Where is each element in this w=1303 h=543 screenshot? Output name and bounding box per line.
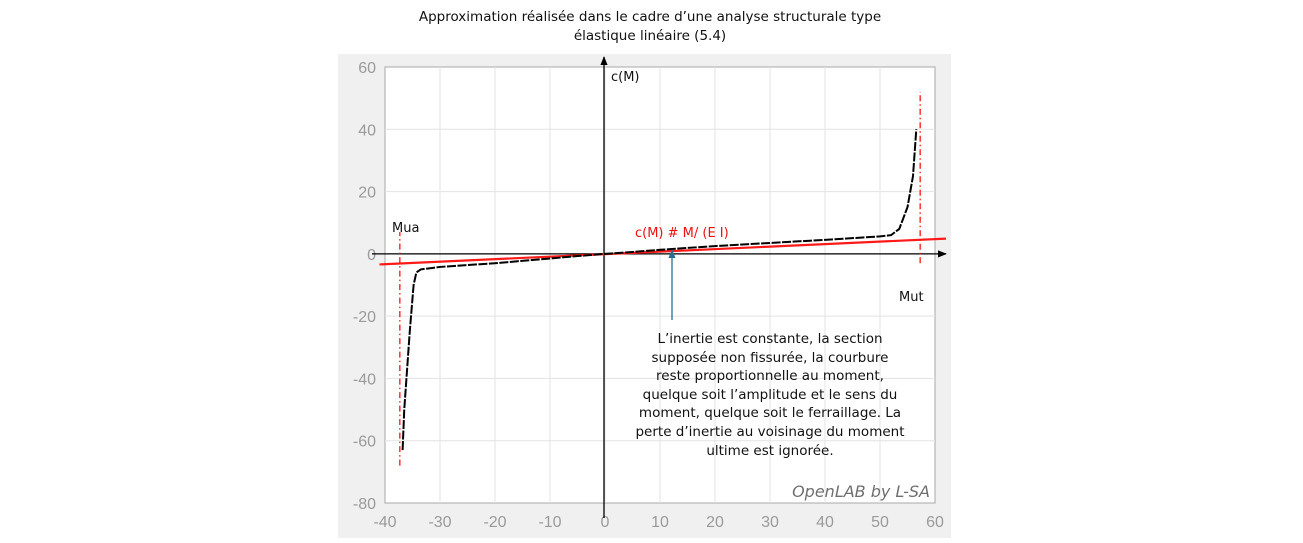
mua-label: Mua <box>392 221 419 236</box>
mut-label: Mut <box>899 290 924 305</box>
chart-title-line-2: élastique linéaire (5.4) <box>573 28 727 44</box>
x-tick-labels: -40 -30 -20 -10 0 10 20 30 40 50 60 <box>373 514 944 531</box>
note-line-2: supposée non fissurée, la courbure <box>651 349 889 366</box>
chart-title: Approximation réalisée dans le cadre d’u… <box>330 8 970 46</box>
note-line-3: reste proportionnelle au moment, <box>656 368 884 385</box>
y-tick-label: -20 <box>353 309 376 326</box>
y-tick-label: 20 <box>358 185 376 202</box>
x-tick-label: -40 <box>373 514 396 531</box>
moment-curvature-curve <box>401 129 918 451</box>
y-tick-label: 60 <box>358 60 376 77</box>
annotation-note: L’inertie est constante, la section supp… <box>620 330 920 460</box>
x-tick-label: 30 <box>761 514 779 531</box>
linear-approximation-label: c(M) # M/ (E I) <box>635 226 729 241</box>
note-line-7: ultime est ignorée. <box>706 442 834 459</box>
y-tick-labels: -80 -60 -40 -20 0 20 40 60 <box>353 60 376 513</box>
note-line-1: L’inertie est constante, la section <box>657 331 883 347</box>
x-tick-label: 60 <box>926 514 944 531</box>
note-line-5: moment, quelque soit le ferraillage. La <box>638 405 902 422</box>
y-tick-label: -40 <box>353 371 376 388</box>
x-tick-label: -10 <box>538 514 561 531</box>
linear-approximation-line <box>379 237 947 266</box>
y-tick-label: 0 <box>367 247 376 264</box>
x-tick-label: 0 <box>601 514 610 531</box>
x-tick-label: -20 <box>483 514 506 531</box>
note-line-4: quelque soit l’amplitude et le sens du <box>642 386 898 403</box>
x-tick-label: -30 <box>428 514 451 531</box>
x-tick-label: 10 <box>651 514 669 531</box>
x-tick-label: 40 <box>816 514 834 531</box>
x-tick-label: 20 <box>706 514 724 531</box>
x-tick-label: 50 <box>871 514 889 531</box>
y-axis-label: c(M) <box>611 70 640 85</box>
y-tick-label: 40 <box>358 122 376 139</box>
chart-title-line-1: Approximation réalisée dans le cadre d’u… <box>418 9 882 25</box>
y-tick-label: -80 <box>353 496 376 513</box>
note-line-6: perte d’inertie au voisinage du moment <box>635 423 905 440</box>
y-tick-label: -60 <box>353 434 376 451</box>
watermark: OpenLAB by L-SA <box>792 482 930 501</box>
